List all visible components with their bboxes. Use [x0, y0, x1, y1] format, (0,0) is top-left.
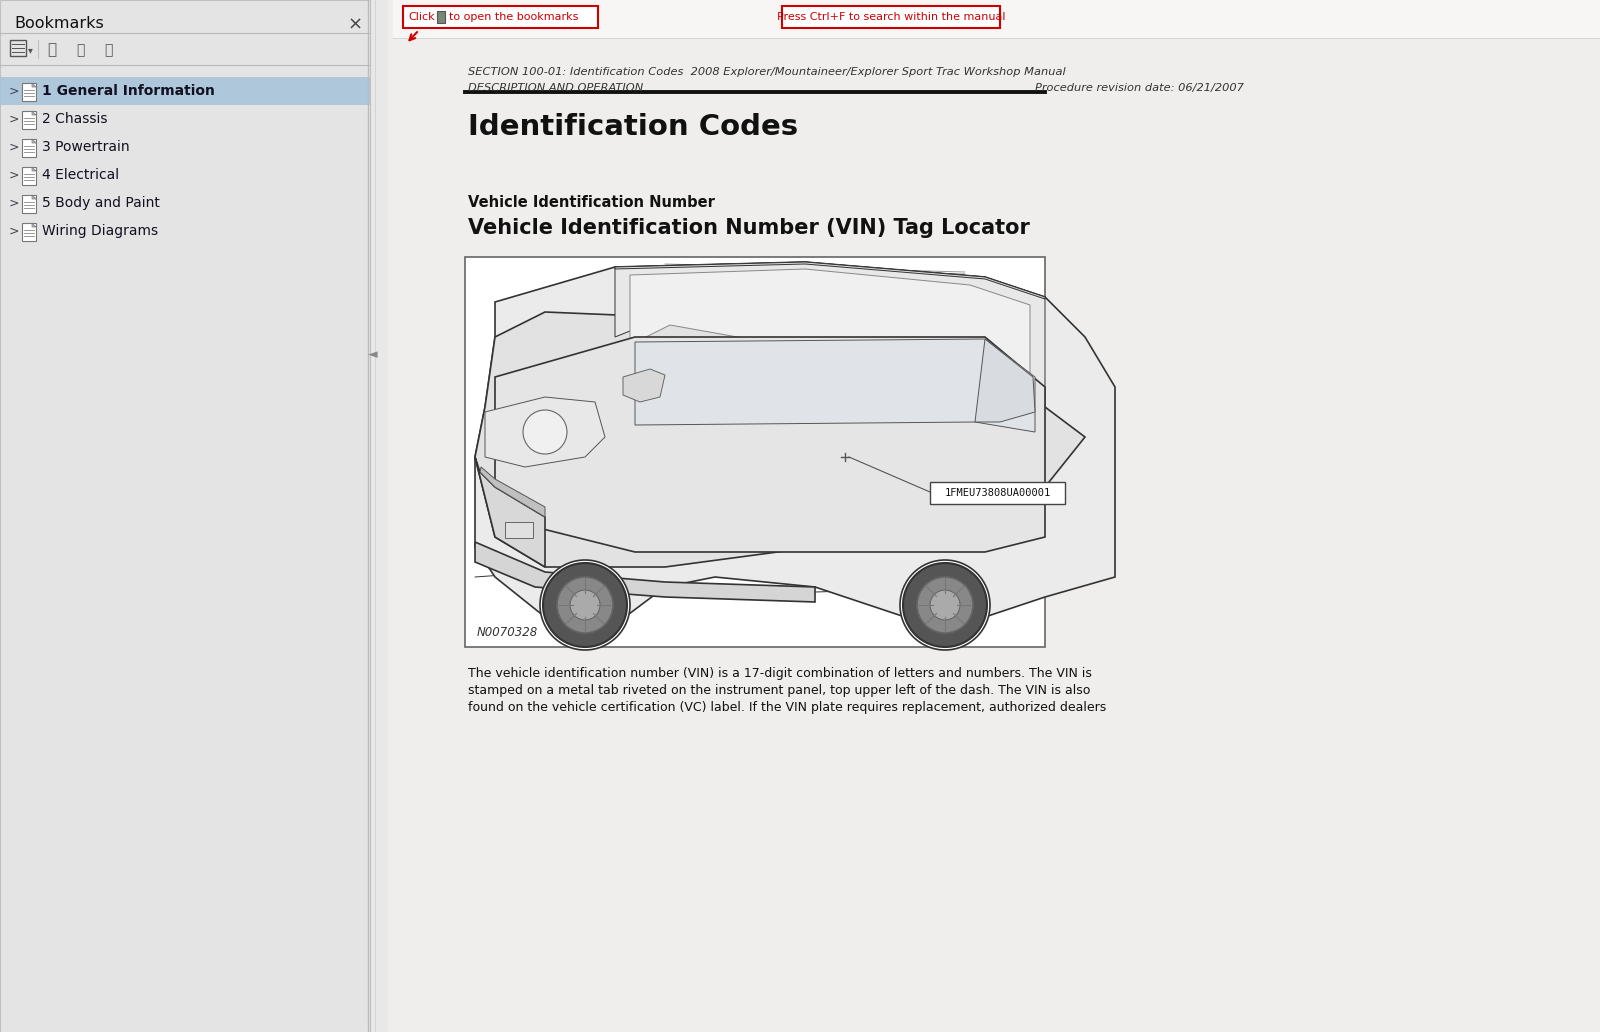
- Text: 5 Body and Paint: 5 Body and Paint: [42, 196, 160, 209]
- Text: 🔖: 🔖: [104, 43, 112, 57]
- Text: 4 Electrical: 4 Electrical: [42, 168, 118, 182]
- Bar: [22, 195, 35, 213]
- Bar: [466, 257, 1045, 647]
- Bar: [22, 139, 35, 157]
- Polygon shape: [480, 467, 546, 517]
- Bar: [394, 0, 1600, 38]
- Polygon shape: [475, 262, 1115, 627]
- Text: Identification Codes: Identification Codes: [467, 112, 798, 141]
- Polygon shape: [32, 195, 35, 199]
- Circle shape: [557, 577, 613, 633]
- Polygon shape: [32, 167, 35, 171]
- Text: >: >: [10, 85, 19, 97]
- Text: >: >: [10, 225, 19, 237]
- Circle shape: [523, 410, 566, 454]
- Circle shape: [902, 563, 987, 647]
- Text: 🔖: 🔖: [75, 43, 85, 57]
- Polygon shape: [635, 338, 1035, 432]
- Circle shape: [917, 577, 973, 633]
- Circle shape: [930, 590, 960, 620]
- Polygon shape: [630, 269, 1030, 392]
- Text: Procedure revision date: 06/21/2007: Procedure revision date: 06/21/2007: [1035, 83, 1243, 93]
- Bar: [10, 40, 26, 56]
- Text: Wiring Diagrams: Wiring Diagrams: [42, 224, 158, 238]
- Polygon shape: [32, 223, 35, 227]
- Polygon shape: [475, 312, 1085, 567]
- Text: Press Ctrl+F to search within the manual: Press Ctrl+F to search within the manual: [776, 12, 1005, 22]
- Circle shape: [570, 590, 600, 620]
- Bar: [506, 522, 533, 538]
- Text: to open the bookmarks: to open the bookmarks: [450, 12, 578, 22]
- Bar: [22, 167, 35, 185]
- Bar: [0, 0, 370, 1032]
- Polygon shape: [494, 337, 1045, 552]
- Text: 1 General Information: 1 General Information: [42, 84, 214, 98]
- Text: ◄: ◄: [368, 349, 378, 361]
- Polygon shape: [614, 262, 1045, 299]
- Text: DESCRIPTION AND OPERATION: DESCRIPTION AND OPERATION: [467, 83, 643, 93]
- Text: 2 Chassis: 2 Chassis: [42, 112, 107, 126]
- Bar: [0, 77, 370, 105]
- Text: >: >: [10, 168, 19, 182]
- Polygon shape: [614, 262, 1045, 407]
- Text: 3 Powertrain: 3 Powertrain: [42, 140, 130, 154]
- Bar: [387, 0, 1600, 1032]
- Polygon shape: [32, 111, 35, 115]
- Polygon shape: [622, 369, 666, 402]
- Polygon shape: [32, 83, 35, 87]
- Text: found on the vehicle certification (VC) label. If the VIN plate requires replace: found on the vehicle certification (VC) …: [467, 701, 1106, 714]
- Circle shape: [542, 563, 627, 647]
- Polygon shape: [32, 139, 35, 143]
- Text: Bookmarks: Bookmarks: [14, 17, 104, 31]
- Circle shape: [541, 560, 630, 650]
- Polygon shape: [485, 397, 605, 467]
- Text: SECTION 100-01: Identification Codes  2008 Explorer/Mountaineer/Explorer Sport T: SECTION 100-01: Identification Codes 200…: [467, 67, 1066, 77]
- Text: The vehicle identification number (VIN) is a 17-digit combination of letters and: The vehicle identification number (VIN) …: [467, 667, 1091, 680]
- Polygon shape: [475, 542, 814, 602]
- Text: ▾: ▾: [29, 45, 34, 55]
- Polygon shape: [475, 457, 546, 567]
- Bar: [782, 6, 1000, 28]
- Text: ×: ×: [347, 17, 363, 34]
- Bar: [930, 482, 1066, 504]
- Text: Vehicle Identification Number (VIN) Tag Locator: Vehicle Identification Number (VIN) Tag …: [467, 218, 1030, 238]
- Text: >: >: [10, 140, 19, 154]
- Text: >: >: [10, 112, 19, 126]
- Bar: [437, 11, 445, 23]
- Text: >: >: [10, 196, 19, 209]
- Text: stamped on a metal tab riveted on the instrument panel, top upper left of the da: stamped on a metal tab riveted on the in…: [467, 684, 1090, 697]
- Circle shape: [899, 560, 990, 650]
- Bar: [22, 111, 35, 129]
- Text: Click: Click: [408, 12, 435, 22]
- Bar: [403, 6, 598, 28]
- Bar: [22, 83, 35, 101]
- Text: N0070328: N0070328: [477, 626, 538, 639]
- Bar: [22, 223, 35, 241]
- Text: Vehicle Identification Number: Vehicle Identification Number: [467, 195, 715, 209]
- Text: 1FMEU73808UA00001: 1FMEU73808UA00001: [944, 488, 1051, 498]
- Polygon shape: [974, 338, 1035, 422]
- Text: 🗑: 🗑: [48, 42, 56, 58]
